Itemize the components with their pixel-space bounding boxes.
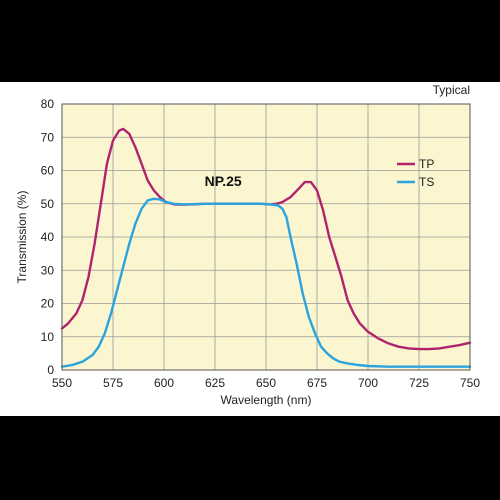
y-tick-label: 40: [41, 230, 55, 244]
y-tick-label: 50: [41, 197, 55, 211]
transmission-chart: 550 575 600 625 650 675 700 725 750 0 10 20 30 40 50 60…: [15, 83, 481, 407]
x-tick-label: 725: [409, 376, 429, 390]
y-tick-label: 60: [41, 164, 55, 178]
y-tick-label: 0: [47, 363, 54, 377]
x-tick-label: 550: [52, 376, 72, 390]
chart-panel: 550 575 600 625 650 675 700 725 750 0 10 20 30 40 50 60…: [0, 82, 500, 416]
x-tick-label: 600: [154, 376, 174, 390]
typical-note: Typical: [433, 83, 470, 97]
y-tick-label: 20: [41, 297, 55, 311]
x-tick-label: 750: [460, 376, 480, 390]
x-tick-label: 675: [307, 376, 327, 390]
x-tick-label: 650: [256, 376, 276, 390]
y-tick-label: 80: [41, 97, 55, 111]
legend-label-ts: TS: [419, 175, 434, 189]
series-layer: [60, 127, 472, 368]
plot-frame: [61, 103, 471, 371]
legend-label-tp: TP: [419, 157, 434, 171]
x-tick-label: 575: [103, 376, 123, 390]
y-axis-title: Transmission (%): [15, 191, 29, 284]
series-line-ts: [60, 197, 472, 368]
filter-name-annotation: NP.25: [205, 173, 242, 189]
x-axis-title: Wavelength (nm): [221, 393, 312, 407]
y-tick-label: 70: [41, 130, 55, 144]
x-tick-label: 625: [205, 376, 225, 390]
y-tick-label: 30: [41, 263, 55, 277]
tick-labels: 550 575 600 625 650 675 700 725 750 0 10 20 30 40 50 60…: [41, 97, 481, 390]
x-tick-label: 700: [358, 376, 378, 390]
legend: TP TS: [397, 157, 434, 189]
y-tick-label: 10: [41, 330, 55, 344]
